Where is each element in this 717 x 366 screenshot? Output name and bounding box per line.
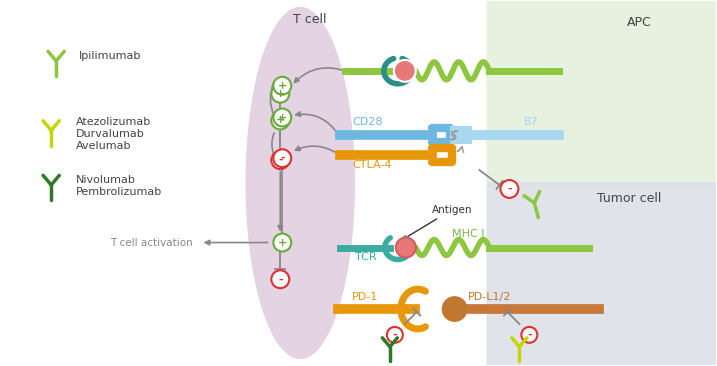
Text: Avelumab: Avelumab bbox=[76, 141, 132, 151]
Text: PD-1: PD-1 bbox=[352, 292, 379, 302]
Text: MHC I: MHC I bbox=[452, 229, 484, 239]
Text: -: - bbox=[278, 274, 282, 284]
Ellipse shape bbox=[245, 7, 355, 359]
Circle shape bbox=[500, 180, 518, 198]
Text: CD28: CD28 bbox=[352, 117, 383, 127]
Text: T cell: T cell bbox=[293, 13, 327, 26]
Circle shape bbox=[273, 234, 291, 251]
Text: APC: APC bbox=[627, 16, 651, 29]
Text: -: - bbox=[278, 155, 282, 165]
Text: -: - bbox=[280, 153, 285, 163]
Bar bbox=[450, 126, 472, 144]
FancyBboxPatch shape bbox=[487, 0, 717, 188]
Text: +: + bbox=[277, 112, 287, 123]
Circle shape bbox=[273, 109, 291, 126]
Circle shape bbox=[396, 238, 416, 257]
Circle shape bbox=[271, 112, 289, 130]
Circle shape bbox=[442, 296, 467, 322]
Text: Tumor cell: Tumor cell bbox=[597, 192, 661, 205]
Circle shape bbox=[521, 327, 537, 343]
Text: Ipilimumab: Ipilimumab bbox=[79, 51, 141, 61]
Text: +: + bbox=[275, 116, 285, 126]
Text: Pembrolizumab: Pembrolizumab bbox=[76, 187, 162, 197]
Text: CTLA-4: CTLA-4 bbox=[352, 160, 391, 170]
Circle shape bbox=[394, 60, 416, 82]
Circle shape bbox=[271, 85, 289, 102]
Text: +: + bbox=[277, 238, 287, 247]
Text: -: - bbox=[392, 330, 397, 340]
Text: Antigen: Antigen bbox=[408, 205, 473, 236]
Text: B7: B7 bbox=[524, 117, 539, 127]
Text: PD-L1/2: PD-L1/2 bbox=[467, 292, 511, 302]
Circle shape bbox=[271, 151, 289, 169]
Text: -: - bbox=[507, 184, 512, 194]
Circle shape bbox=[387, 327, 403, 343]
Text: +: + bbox=[275, 89, 285, 99]
Text: +: + bbox=[277, 81, 287, 91]
Text: T cell activation: T cell activation bbox=[110, 238, 193, 247]
Text: Durvalumab: Durvalumab bbox=[76, 129, 145, 139]
FancyBboxPatch shape bbox=[487, 182, 717, 366]
Text: Atezolizumab: Atezolizumab bbox=[76, 117, 151, 127]
Text: Nivolumab: Nivolumab bbox=[76, 175, 136, 185]
Circle shape bbox=[273, 149, 291, 167]
Text: TCR: TCR bbox=[355, 253, 376, 262]
Circle shape bbox=[273, 77, 291, 95]
Text: -: - bbox=[527, 330, 531, 340]
Circle shape bbox=[271, 270, 289, 288]
